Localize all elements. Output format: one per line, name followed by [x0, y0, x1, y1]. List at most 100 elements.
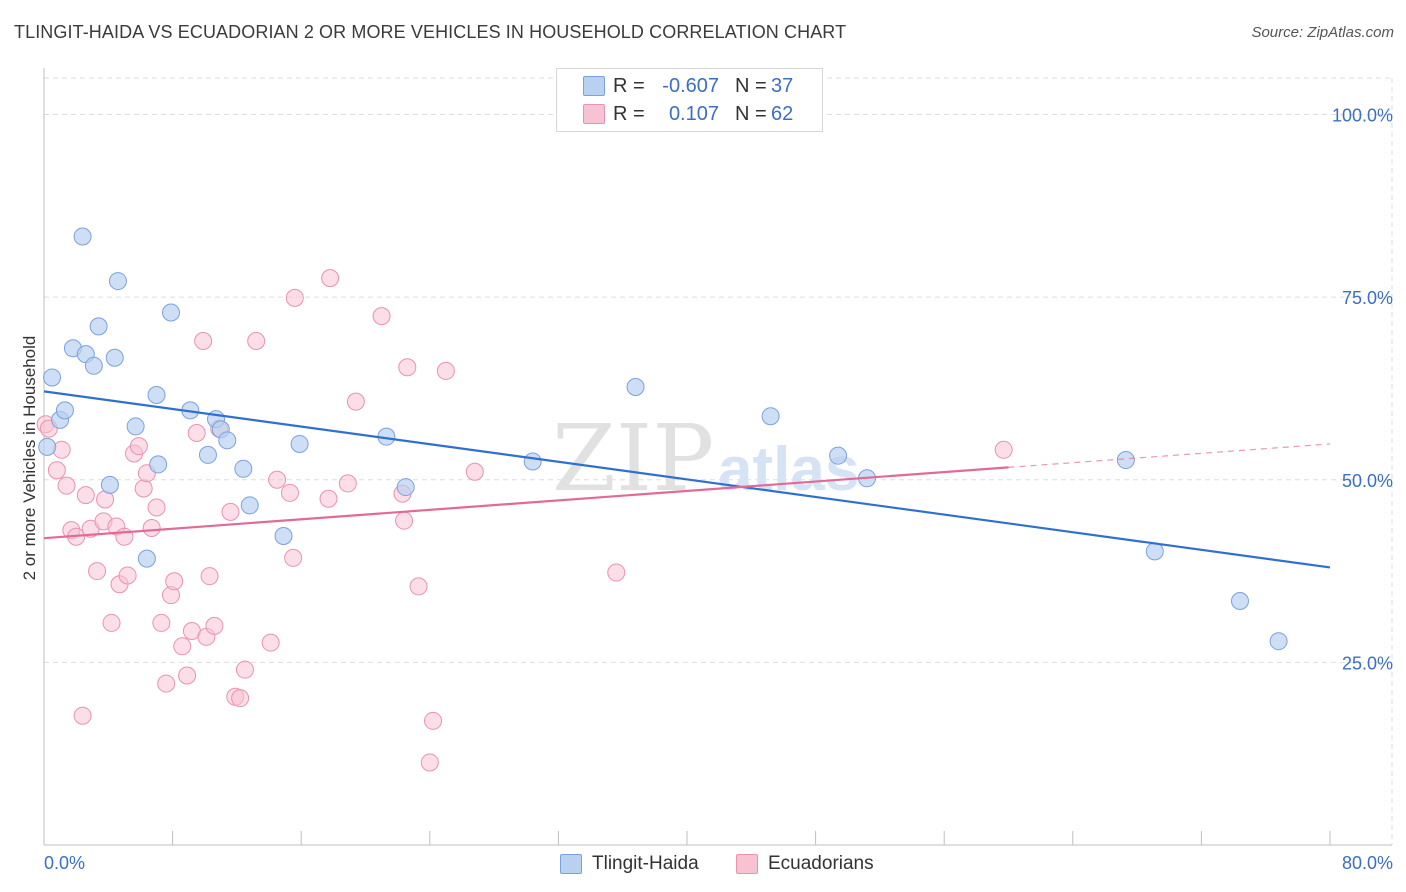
ecuadorians-point — [57, 476, 76, 495]
ecuadorians-point — [73, 706, 92, 725]
tlingit-haida-point — [1116, 451, 1135, 470]
r-label: R = — [613, 74, 645, 97]
stats-row-ecuadorians: R = 0.107 N = 62 — [557, 100, 822, 128]
ecuadorians-point — [465, 462, 484, 481]
ecuadorians-legend-label: Ecuadorians — [768, 853, 874, 874]
ecuadorians-point — [88, 562, 107, 581]
tlingit-haida-point — [137, 549, 156, 568]
tlingit-haida-point — [1269, 632, 1288, 651]
tlingit-haida-point — [240, 496, 259, 515]
ecuadorians-point — [221, 502, 240, 521]
ecuadorians-point — [268, 470, 287, 489]
tlingit-haida-point — [147, 386, 166, 405]
ecuadorians-point — [142, 518, 161, 537]
ecuadorians-point — [235, 660, 254, 679]
ecuadorians-point — [178, 666, 197, 685]
ecuadorians-point — [398, 358, 417, 377]
n-value: 62 — [771, 102, 794, 125]
stats-legend: R = -0.607 N = 37 R = 0.107 N = 62 — [556, 68, 823, 132]
ecuadorians-trend-line — [43, 466, 1009, 540]
ecuadorians-point — [346, 392, 365, 411]
ecuadorians-point — [118, 566, 137, 585]
ecuadorians-point — [194, 331, 213, 350]
tlingit-haida-point — [234, 459, 253, 478]
tlingit-haida-swatch — [583, 76, 605, 96]
tlingit-haida-point — [84, 356, 103, 375]
tlingit-haida-legend-swatch — [560, 854, 582, 874]
trend-lines — [43, 390, 1331, 569]
tlingit-haida-point — [829, 446, 848, 465]
ecuadorians-point — [134, 479, 153, 498]
ecuadorians-point — [994, 440, 1013, 459]
tlingit-haida-point — [100, 475, 119, 494]
ecuadorians-swatch — [583, 104, 605, 124]
tlingit-haida-point — [126, 417, 145, 436]
ecuadorians-point — [157, 674, 176, 693]
ecuadorians-point — [165, 572, 184, 591]
ecuadorians-point — [436, 361, 455, 380]
tlingit-haida-point — [396, 478, 415, 497]
tick-labels: 25.0% 50.0% 75.0% 100.0% 0.0% 80.0% — [44, 106, 1393, 873]
tlingit-haida-point — [38, 437, 57, 456]
r-label: R = — [613, 102, 645, 125]
tlingit-haida-point — [218, 431, 237, 450]
tlingit-haida-legend-label: Tlingit-Haida — [592, 853, 699, 874]
stats-row-tlingit-haida: R = -0.607 N = 37 — [557, 72, 822, 100]
ecuadorians-point — [321, 269, 340, 288]
tlingit-haida-trend-line — [43, 390, 1331, 569]
r-value: -0.607 — [662, 74, 719, 97]
tlingit-haida-point — [523, 452, 542, 471]
ecuadorians-point — [102, 613, 121, 632]
tlingit-haida-points — [38, 227, 1288, 651]
ecuadorians-point — [47, 461, 66, 480]
chart-title: TLINGIT-HAIDA VS ECUADORIAN 2 OR MORE VE… — [14, 22, 847, 42]
ecuadorians-point — [284, 548, 303, 567]
tlingit-haida-point — [149, 455, 168, 474]
tlingit-haida-point — [626, 377, 645, 396]
tlingit-haida-point — [761, 407, 780, 426]
ecuadorians-point — [187, 424, 206, 443]
ecuadorians-point — [231, 689, 250, 708]
x-tick-label: 80.0% — [1342, 853, 1393, 873]
x-tick-label: 0.0% — [44, 853, 85, 873]
tlingit-haida-point — [1145, 542, 1164, 561]
tlingit-haida-point — [274, 527, 293, 546]
ecuadorians-point — [152, 613, 171, 632]
tlingit-haida-point — [108, 272, 127, 291]
n-value: 37 — [771, 74, 794, 97]
tlingit-haida-point — [161, 303, 180, 322]
n-label: N = — [735, 74, 767, 97]
ecuadorians-point — [280, 483, 299, 502]
ecuadorians-point — [424, 711, 443, 730]
source-label: Source: ZipAtlas.com — [1251, 24, 1394, 41]
axes — [43, 68, 1392, 846]
ecuadorians-point — [200, 567, 219, 586]
tlingit-haida-point — [73, 227, 92, 246]
ecuadorians-legend-swatch — [736, 854, 758, 874]
tlingit-haida-point — [1230, 592, 1249, 611]
ecuadorians-point — [372, 307, 391, 326]
tlingit-haida-point — [55, 401, 74, 420]
ecuadorians-point — [338, 474, 357, 493]
ecuadorians-point — [76, 486, 95, 505]
ecuadorians-point — [607, 563, 626, 582]
ecuadorians-point — [261, 633, 280, 652]
ecuadorians-trend-extension — [1008, 443, 1331, 468]
ecuadorians-point — [205, 616, 224, 635]
ecuadorians-point — [285, 288, 304, 307]
tlingit-haida-point — [198, 445, 217, 464]
r-value: 0.107 — [668, 102, 719, 125]
tlingit-haida-point — [290, 434, 309, 453]
grid-lines — [44, 77, 1393, 845]
y-tick-label: 50.0% — [1342, 471, 1393, 491]
ecuadorians-point — [409, 577, 428, 596]
y-tick-label: 100.0% — [1332, 106, 1393, 126]
ecuadorians-point — [395, 511, 414, 530]
ecuadorians-point — [147, 498, 166, 517]
ecuadorians-points — [36, 269, 1013, 772]
ecuadorians-point — [420, 753, 439, 772]
y-tick-label: 75.0% — [1342, 288, 1393, 308]
tlingit-haida-point — [105, 348, 124, 367]
n-label: N = — [735, 102, 767, 125]
